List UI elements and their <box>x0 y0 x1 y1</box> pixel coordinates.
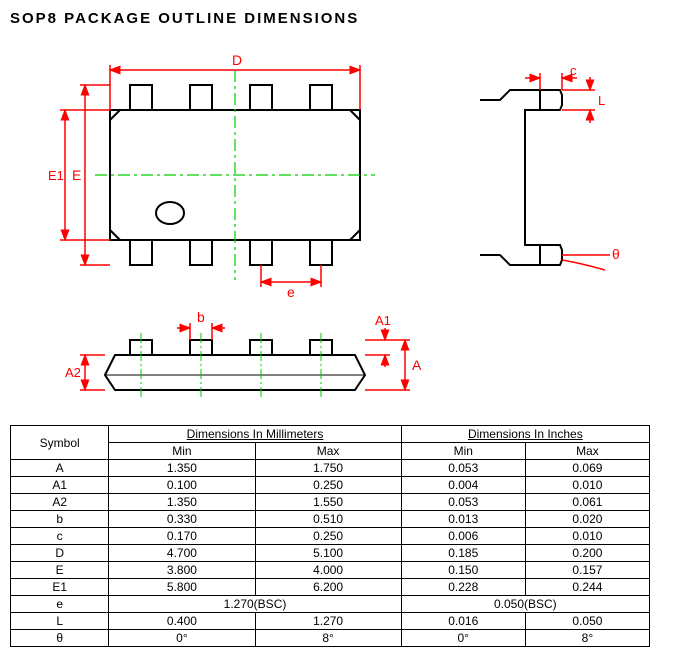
cell-in_min: 0° <box>401 630 525 647</box>
cell-mm_max: 1.750 <box>255 460 401 477</box>
cell-mm_min: 3.800 <box>109 562 255 579</box>
table-row: c0.1700.2500.0060.010 <box>11 528 650 545</box>
cell-mm_min: 1.350 <box>109 494 255 511</box>
cell-mm_max: 0.250 <box>255 528 401 545</box>
dim-label-A2: A2 <box>65 365 81 380</box>
cell-mm_max: 6.200 <box>255 579 401 596</box>
cell-in_max: 0.244 <box>525 579 649 596</box>
cell-sym: E1 <box>11 579 109 596</box>
cell-sym: E <box>11 562 109 579</box>
cell-in_min: 0.006 <box>401 528 525 545</box>
table-row: L0.4001.2700.0160.050 <box>11 613 650 630</box>
cell-mm_min: 0° <box>109 630 255 647</box>
cell-sym: θ <box>11 630 109 647</box>
page-title: SOP8 PACKAGE OUTLINE DIMENSIONS <box>10 10 667 27</box>
cell-mm_min: 1.350 <box>109 460 255 477</box>
col-mm-max: Max <box>255 443 401 460</box>
package-diagram: D E1 E e c <box>10 35 650 405</box>
table-row: E15.8006.2000.2280.244 <box>11 579 650 596</box>
dim-label-e: e <box>287 284 295 300</box>
cell-in_max: 0.200 <box>525 545 649 562</box>
col-in-max: Max <box>525 443 649 460</box>
col-in-min: Min <box>401 443 525 460</box>
cell-in_min: 0.053 <box>401 460 525 477</box>
cell-mm_max: 8° <box>255 630 401 647</box>
cell-mm_max: 0.510 <box>255 511 401 528</box>
cell-mm_max: 1.550 <box>255 494 401 511</box>
dim-label-theta: θ <box>612 246 620 262</box>
table-row: A1.3501.7500.0530.069 <box>11 460 650 477</box>
cell-in_min: 0.013 <box>401 511 525 528</box>
table-header-row: Symbol Dimensions In Millimeters Dimensi… <box>11 426 650 443</box>
col-mm-min: Min <box>109 443 255 460</box>
dim-label-E1: E1 <box>48 168 64 183</box>
cell-mm_max: 0.250 <box>255 477 401 494</box>
dim-label-L: L <box>598 93 605 108</box>
cell-mm_min: 0.400 <box>109 613 255 630</box>
dim-label-E: E <box>72 167 81 183</box>
cell-bsc-mm: 1.270(BSC) <box>109 596 401 613</box>
dimensions-table: Symbol Dimensions In Millimeters Dimensi… <box>10 425 650 647</box>
cell-mm_min: 0.330 <box>109 511 255 528</box>
cell-sym: c <box>11 528 109 545</box>
cell-mm_min: 5.800 <box>109 579 255 596</box>
cell-sym: A <box>11 460 109 477</box>
dim-label-c: c <box>570 63 577 78</box>
cell-mm_max: 4.000 <box>255 562 401 579</box>
cell-mm_max: 5.100 <box>255 545 401 562</box>
table-row: A10.1000.2500.0040.010 <box>11 477 650 494</box>
table-row: D4.7005.1000.1850.200 <box>11 545 650 562</box>
table-row: A21.3501.5500.0530.061 <box>11 494 650 511</box>
cell-in_max: 0.020 <box>525 511 649 528</box>
front-view: b A A1 A2 <box>65 309 422 397</box>
table-row-e: e 1.270(BSC) 0.050(BSC) <box>11 596 650 613</box>
cell-in_min: 0.150 <box>401 562 525 579</box>
side-view: c L θ <box>480 63 620 270</box>
cell-in_max: 0.010 <box>525 528 649 545</box>
cell-mm_min: 4.700 <box>109 545 255 562</box>
cell-mm_min: 0.100 <box>109 477 255 494</box>
top-view: D E1 E e <box>48 52 375 300</box>
dim-label-A1: A1 <box>375 313 391 328</box>
table-row: b0.3300.5100.0130.020 <box>11 511 650 528</box>
cell-in_min: 0.228 <box>401 579 525 596</box>
col-mm: Dimensions In Millimeters <box>109 426 401 443</box>
cell-sym: e <box>11 596 109 613</box>
cell-in_max: 8° <box>525 630 649 647</box>
cell-in_max: 0.069 <box>525 460 649 477</box>
table-row: θ0°8°0°8° <box>11 630 650 647</box>
table-row: E3.8004.0000.1500.157 <box>11 562 650 579</box>
cell-in_min: 0.004 <box>401 477 525 494</box>
cell-sym: D <box>11 545 109 562</box>
cell-sym: A2 <box>11 494 109 511</box>
dim-label-b: b <box>197 309 205 325</box>
cell-sym: A1 <box>11 477 109 494</box>
cell-in_max: 0.010 <box>525 477 649 494</box>
col-symbol: Symbol <box>11 426 109 460</box>
cell-in_max: 0.050 <box>525 613 649 630</box>
cell-in_max: 0.157 <box>525 562 649 579</box>
cell-sym: L <box>11 613 109 630</box>
cell-mm_min: 0.170 <box>109 528 255 545</box>
col-in: Dimensions In Inches <box>401 426 649 443</box>
cell-mm_max: 1.270 <box>255 613 401 630</box>
cell-in_min: 0.185 <box>401 545 525 562</box>
cell-in_min: 0.016 <box>401 613 525 630</box>
cell-bsc-in: 0.050(BSC) <box>401 596 649 613</box>
cell-sym: b <box>11 511 109 528</box>
dim-label-A: A <box>412 357 422 373</box>
cell-in_max: 0.061 <box>525 494 649 511</box>
cell-in_min: 0.053 <box>401 494 525 511</box>
dim-label-D: D <box>232 52 242 68</box>
